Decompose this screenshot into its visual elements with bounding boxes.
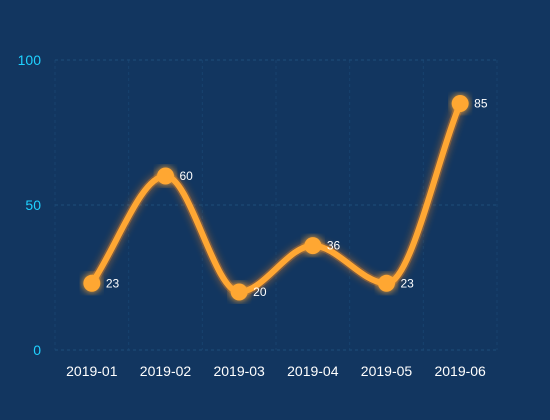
- data-label: 20: [253, 285, 267, 299]
- data-label: 23: [106, 276, 120, 290]
- y-tick-label: 0: [33, 342, 41, 358]
- data-point: [83, 274, 101, 292]
- data-label: 60: [180, 169, 194, 183]
- data-label: 85: [474, 97, 488, 111]
- x-axis: 2019-01 2019-02 2019-03 2019-04 2019-05 2019-…: [66, 363, 486, 379]
- data-point: [378, 274, 395, 292]
- data-point: [157, 167, 174, 185]
- data-label: 36: [327, 239, 341, 253]
- x-tick-label: 2019-04: [287, 363, 339, 379]
- x-tick-label: 2019-06: [434, 363, 486, 379]
- x-tick-label: 2019-02: [140, 363, 192, 379]
- y-tick-label: 50: [25, 197, 41, 213]
- x-tick-label: 2019-03: [213, 363, 265, 379]
- y-tick-label: 100: [18, 52, 42, 68]
- data-points: [83, 95, 469, 301]
- data-labels: 23 60 20 36 23 85: [106, 97, 488, 300]
- data-label: 23: [401, 276, 415, 290]
- y-axis: 0 50 100: [18, 52, 42, 358]
- series: [87, 99, 465, 297]
- x-tick-label: 2019-01: [66, 363, 118, 379]
- data-point: [304, 237, 322, 255]
- x-tick-label: 2019-05: [361, 363, 413, 379]
- data-point: [451, 95, 469, 112]
- data-point: [230, 283, 248, 301]
